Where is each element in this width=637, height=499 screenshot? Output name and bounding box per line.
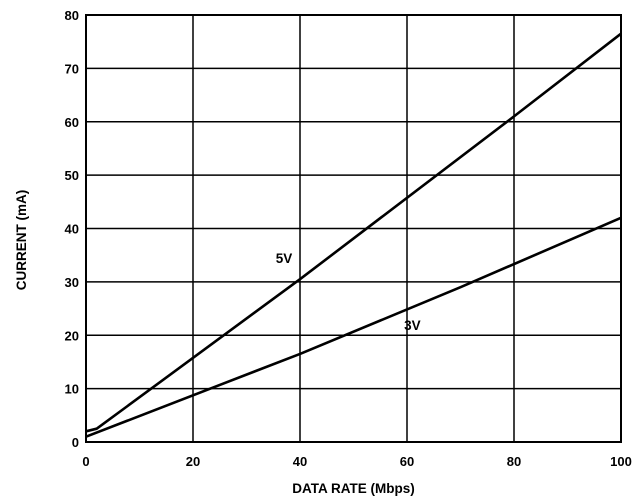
x-tick-label: 100	[610, 454, 632, 469]
y-tick-label: 10	[65, 382, 79, 397]
y-tick-label: 40	[65, 222, 79, 237]
y-tick-label: 20	[65, 328, 79, 343]
x-axis-title: DATA RATE (Mbps)	[292, 481, 414, 496]
plot-frame	[85, 14, 622, 443]
y-axis-title: CURRENT (mA)	[14, 190, 29, 291]
series-lines	[85, 32, 622, 438]
series-line-3v	[85, 216, 622, 438]
series-labels: 5V 3V	[276, 251, 421, 333]
x-tick-label: 40	[293, 454, 307, 469]
x-tick-label: 20	[186, 454, 200, 469]
series-label-5v: 5V	[276, 251, 293, 266]
y-tick-label: 60	[65, 115, 79, 130]
y-tick-labels: 0 10 20 30 40 50 60 70 80	[65, 8, 79, 450]
y-tick-label: 80	[65, 8, 79, 23]
series-line-5v	[85, 32, 622, 433]
x-tick-label: 80	[507, 454, 521, 469]
x-tick-label: 0	[82, 454, 89, 469]
y-tick-label: 70	[65, 61, 79, 76]
y-tick-label: 0	[72, 435, 79, 450]
y-tick-label: 50	[65, 168, 79, 183]
x-tick-label: 60	[400, 454, 414, 469]
y-tick-label: 30	[65, 275, 79, 290]
series-label-3v: 3V	[404, 318, 421, 333]
x-tick-labels: 0 20 40 60 80 100	[82, 454, 631, 469]
